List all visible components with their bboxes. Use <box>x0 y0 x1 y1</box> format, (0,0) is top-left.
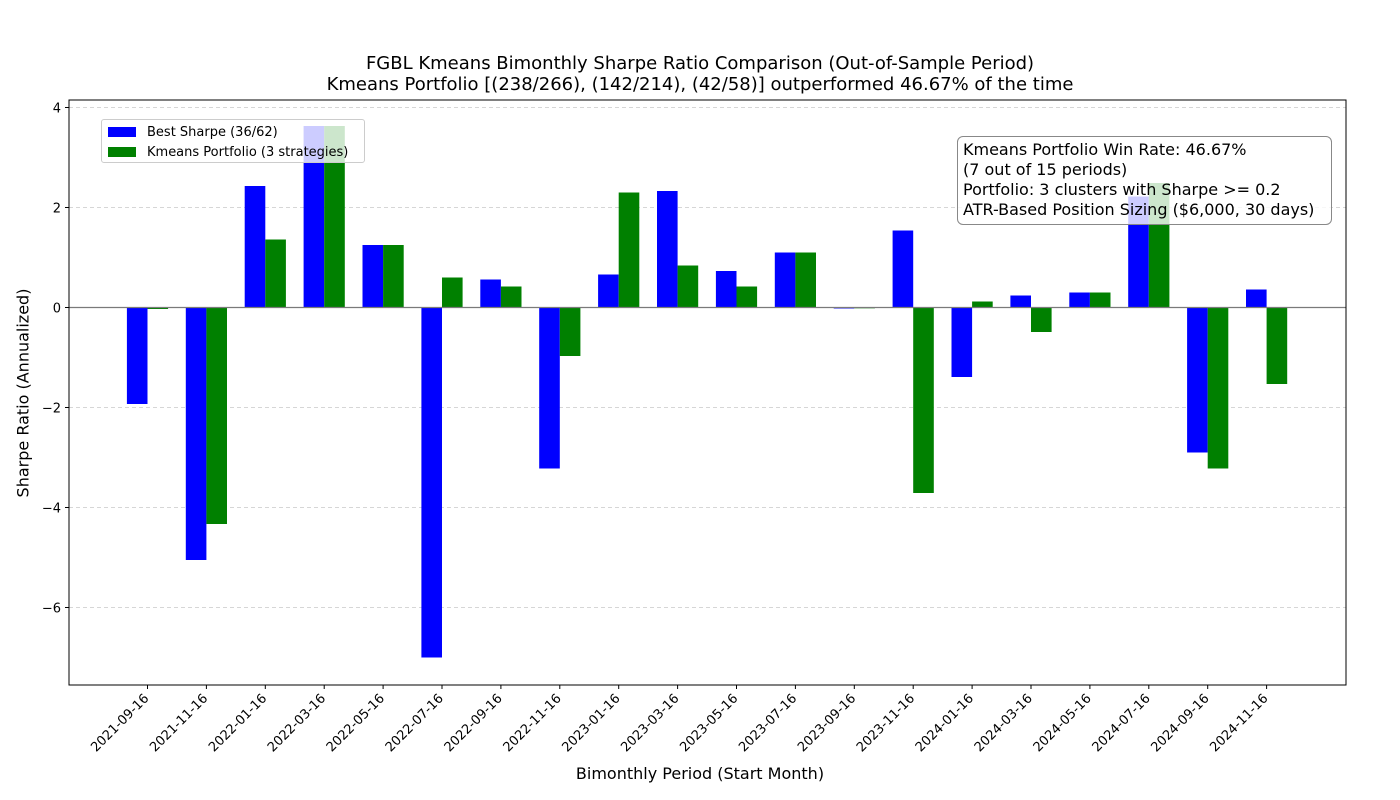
bar-best-sharpe <box>715 271 737 308</box>
x-tick-label: 2023-03-16 <box>618 691 682 755</box>
annotation-line-1: Kmeans Portfolio Win Rate: 46.67% <box>963 140 1247 159</box>
y-axis-label: Sharpe Ratio (Annualized) <box>13 288 33 498</box>
bar-best-sharpe <box>1010 295 1031 308</box>
y-tick-label: −2 <box>42 402 61 417</box>
y-tick-label: −4 <box>42 502 61 517</box>
bar-best-sharpe <box>1187 307 1208 453</box>
legend-swatch-best-sharpe <box>108 127 136 137</box>
bar-best-sharpe <box>774 252 796 308</box>
y-tick-label: 2 <box>53 202 61 217</box>
bar-best-sharpe <box>185 307 207 560</box>
bar-best-sharpe <box>244 186 266 308</box>
bar-kmeans-portfolio <box>795 252 816 308</box>
x-tick-label: 2023-11-16 <box>854 691 918 755</box>
chart-title-line-2: Kmeans Portfolio [(238/266), (142/214), … <box>326 74 1074 95</box>
annotation-line-3: Portfolio: 3 clusters with Sharpe >= 0.2 <box>963 180 1281 199</box>
bar-kmeans-portfolio <box>736 286 758 308</box>
x-tick-label: 2022-07-16 <box>383 691 447 755</box>
y-tick-label: 4 <box>53 102 61 117</box>
bar-kmeans-portfolio <box>265 239 286 308</box>
bar-best-sharpe <box>598 274 619 308</box>
bar-kmeans-portfolio <box>500 286 522 308</box>
legend-item-kmeans: Kmeans Portfolio (3 strategies) <box>108 143 348 161</box>
bar-kmeans-portfolio <box>442 277 463 308</box>
bar-kmeans-portfolio <box>618 192 640 308</box>
x-tick-label: 2024-03-16 <box>972 691 1036 755</box>
legend: Best Sharpe (36/62) Kmeans Portfolio (3 … <box>101 119 365 163</box>
bar-best-sharpe <box>1069 292 1090 308</box>
x-tick-label: 2023-05-16 <box>677 691 741 755</box>
bar-best-sharpe <box>303 126 325 308</box>
bar-kmeans-portfolio <box>1031 307 1052 332</box>
x-tick-label: 2023-01-16 <box>559 691 623 755</box>
bar-kmeans-portfolio <box>1089 292 1111 308</box>
bar-best-sharpe <box>951 307 973 377</box>
bar-best-sharpe <box>126 307 148 404</box>
x-tick-label: 2021-11-16 <box>147 691 211 755</box>
chart-title-line-1: FGBL Kmeans Bimonthly Sharpe Ratio Compa… <box>365 53 1035 74</box>
x-tick-label: 2023-07-16 <box>736 691 800 755</box>
bar-best-sharpe <box>892 230 914 308</box>
bar-best-sharpe <box>421 307 442 658</box>
x-tick-label: 2024-07-16 <box>1090 691 1154 755</box>
bar-kmeans-portfolio <box>677 265 699 308</box>
bar-best-sharpe <box>539 307 560 469</box>
bar-kmeans-portfolio <box>147 307 169 309</box>
bar-kmeans-portfolio <box>559 307 581 356</box>
annotation-line-2: (7 out of 15 periods) <box>963 160 1128 179</box>
x-axis-label: Bimonthly Period (Start Month) <box>575 764 825 783</box>
bar-kmeans-portfolio <box>383 245 404 308</box>
x-tick-label: 2022-01-16 <box>206 691 270 755</box>
x-tick-label: 2024-01-16 <box>913 691 977 755</box>
bar-kmeans-portfolio <box>1207 307 1229 469</box>
bar-kmeans-portfolio <box>972 301 993 308</box>
bar-best-sharpe <box>1246 289 1267 308</box>
y-tick-label: 0 <box>53 302 61 317</box>
bar-kmeans-portfolio <box>913 307 934 493</box>
x-tick-label: 2024-09-16 <box>1148 691 1212 755</box>
bar-best-sharpe <box>657 191 678 308</box>
legend-label-best-sharpe: Best Sharpe (36/62) <box>147 124 278 140</box>
legend-swatch-kmeans <box>108 147 136 157</box>
x-tick-label: 2022-05-16 <box>324 691 388 755</box>
bar-kmeans-portfolio <box>206 307 227 524</box>
x-tick-label: 2022-09-16 <box>442 691 506 755</box>
annotation-line-4: ATR-Based Position Sizing ($6,000, 30 da… <box>963 200 1315 219</box>
x-tick-label: 2022-03-16 <box>265 691 329 755</box>
x-tick-label: 2021-09-16 <box>88 691 152 755</box>
x-tick-label: 2024-05-16 <box>1031 691 1095 755</box>
plot-frame <box>68 99 1347 686</box>
legend-label-kmeans: Kmeans Portfolio (3 strategies) <box>147 144 349 160</box>
bar-best-sharpe <box>480 279 501 308</box>
bar-kmeans-portfolio <box>1266 307 1288 384</box>
bar-kmeans-portfolio <box>324 126 345 308</box>
win-rate-annotation: Kmeans Portfolio Win Rate: 46.67% (7 out… <box>957 136 1332 225</box>
bar-best-sharpe <box>362 245 384 308</box>
x-tick-label: 2022-11-16 <box>501 691 565 755</box>
y-tick-label: −6 <box>42 602 61 617</box>
x-tick-label: 2023-09-16 <box>795 691 859 755</box>
x-tick-label: 2024-11-16 <box>1207 691 1271 755</box>
legend-item-best-sharpe: Best Sharpe (36/62) <box>108 123 278 141</box>
